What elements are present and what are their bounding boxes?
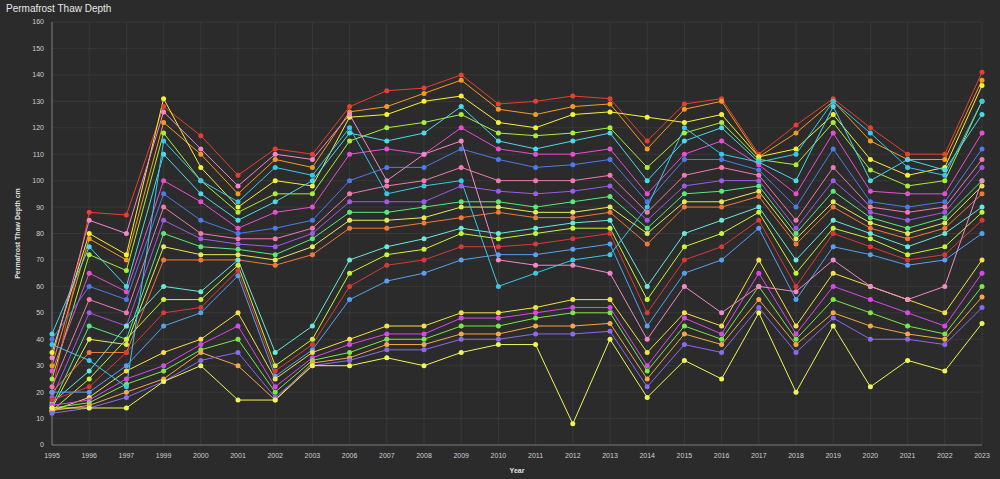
svg-text:2000: 2000 [193, 452, 209, 459]
svg-text:10: 10 [36, 415, 44, 422]
svg-text:2014: 2014 [639, 452, 655, 459]
svg-text:70: 70 [36, 256, 44, 263]
svg-text:2017: 2017 [751, 452, 767, 459]
svg-text:2003: 2003 [305, 452, 321, 459]
svg-text:150: 150 [32, 45, 44, 52]
svg-text:2019: 2019 [825, 452, 841, 459]
svg-text:2022: 2022 [937, 452, 953, 459]
svg-text:20: 20 [36, 389, 44, 396]
svg-text:1995: 1995 [44, 452, 60, 459]
svg-text:2001: 2001 [230, 452, 246, 459]
svg-text:140: 140 [32, 71, 44, 78]
svg-text:40: 40 [36, 336, 44, 343]
svg-text:60: 60 [36, 283, 44, 290]
svg-text:Permafrost Thaw Depth cm: Permafrost Thaw Depth cm [14, 188, 22, 279]
svg-text:2009: 2009 [453, 452, 469, 459]
svg-text:Year: Year [510, 467, 525, 474]
svg-text:2015: 2015 [677, 452, 693, 459]
svg-text:2006: 2006 [342, 452, 358, 459]
svg-text:2023: 2023 [974, 452, 990, 459]
svg-text:160: 160 [32, 18, 44, 25]
svg-text:1996: 1996 [81, 452, 97, 459]
svg-text:2016: 2016 [714, 452, 730, 459]
svg-text:80: 80 [36, 230, 44, 237]
svg-text:2008: 2008 [416, 452, 432, 459]
svg-text:2011: 2011 [528, 452, 543, 459]
svg-text:100: 100 [32, 177, 44, 184]
svg-text:1999: 1999 [156, 452, 172, 459]
svg-text:0: 0 [40, 441, 44, 448]
svg-text:2012: 2012 [565, 452, 581, 459]
svg-text:1997: 1997 [119, 452, 135, 459]
svg-text:120: 120 [32, 124, 44, 131]
svg-text:2010: 2010 [491, 452, 507, 459]
svg-text:2020: 2020 [863, 452, 879, 459]
svg-text:2007: 2007 [379, 452, 395, 459]
svg-text:50: 50 [36, 309, 44, 316]
svg-text:30: 30 [36, 362, 44, 369]
svg-text:2002: 2002 [267, 452, 283, 459]
svg-text:2021: 2021 [900, 452, 916, 459]
svg-text:130: 130 [32, 98, 44, 105]
svg-text:2013: 2013 [602, 452, 618, 459]
svg-text:2018: 2018 [788, 452, 804, 459]
html-text:Permafrost Thaw Depth: Permafrost Thaw Depth [6, 3, 112, 14]
svg-text:110: 110 [33, 151, 44, 158]
svg-text:90: 90 [36, 204, 44, 211]
